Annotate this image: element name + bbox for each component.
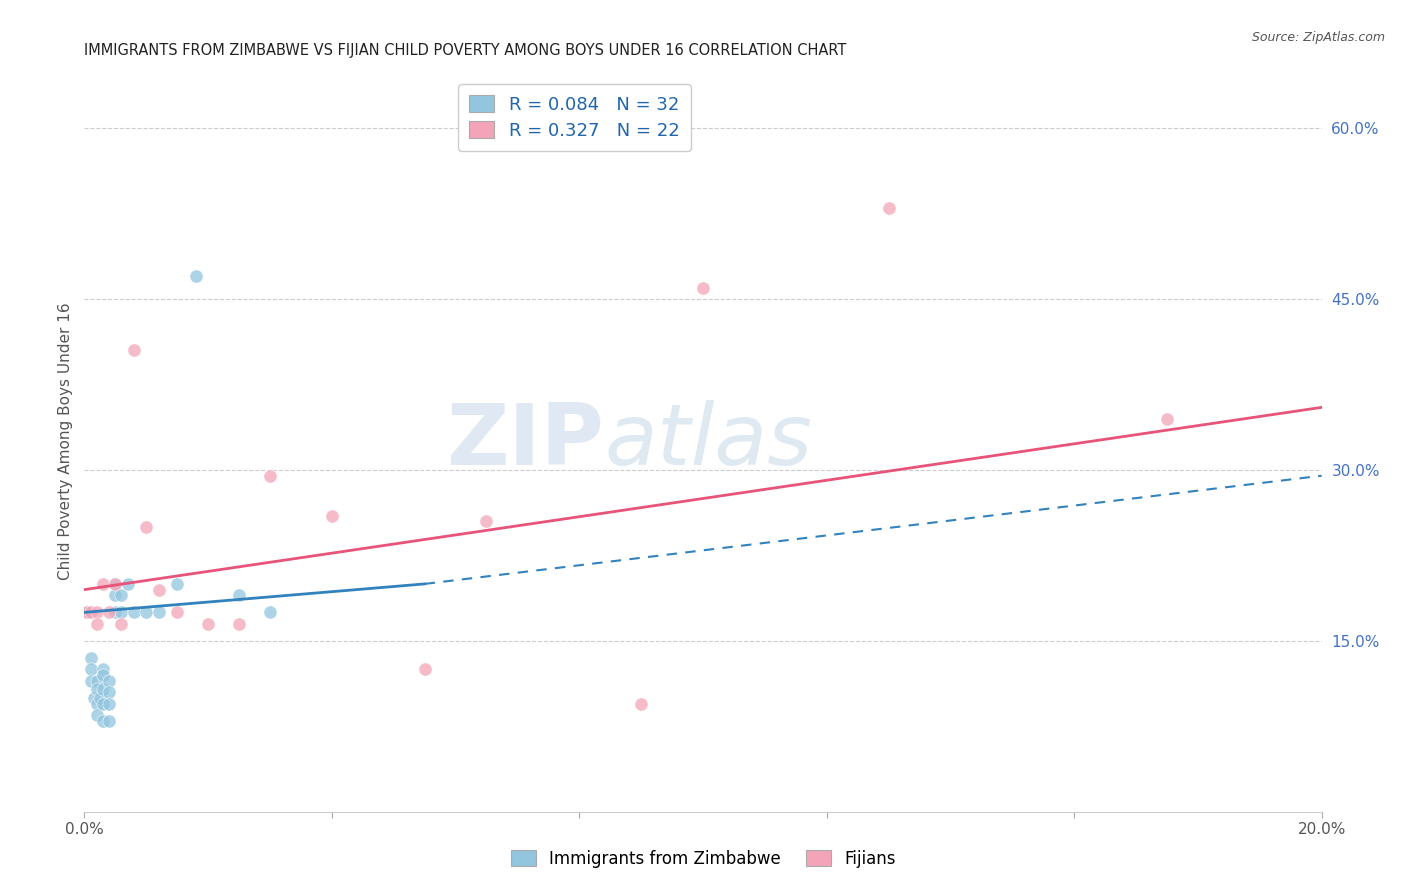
Point — [104, 588, 127, 602]
Point — [122, 606, 145, 620]
Point — [413, 662, 436, 676]
Point — [83, 690, 105, 705]
Point — [148, 606, 170, 620]
Point — [79, 673, 101, 688]
Point — [166, 577, 188, 591]
Point — [110, 606, 132, 620]
Point — [98, 714, 121, 728]
Point — [79, 651, 101, 665]
Point — [117, 577, 139, 591]
Point — [79, 662, 101, 676]
Point — [86, 673, 108, 688]
Text: IMMIGRANTS FROM ZIMBABWE VS FIJIAN CHILD POVERTY AMONG BOYS UNDER 16 CORRELATION: IMMIGRANTS FROM ZIMBABWE VS FIJIAN CHILD… — [84, 43, 846, 58]
Point — [475, 514, 498, 528]
Point — [89, 690, 111, 705]
Point — [91, 662, 114, 676]
Point — [86, 681, 108, 696]
Point — [197, 616, 219, 631]
Point — [91, 681, 114, 696]
Point — [259, 606, 281, 620]
Point — [104, 577, 127, 591]
Text: ZIP: ZIP — [446, 400, 605, 483]
Point — [184, 269, 207, 284]
Legend: Immigrants from Zimbabwe, Fijians: Immigrants from Zimbabwe, Fijians — [503, 844, 903, 875]
Point — [1156, 411, 1178, 425]
Point — [76, 606, 98, 620]
Point — [76, 606, 98, 620]
Point — [91, 577, 114, 591]
Point — [135, 606, 157, 620]
Point — [148, 582, 170, 597]
Point — [110, 588, 132, 602]
Point — [110, 616, 132, 631]
Point — [91, 668, 114, 682]
Point — [692, 281, 714, 295]
Text: Source: ZipAtlas.com: Source: ZipAtlas.com — [1251, 31, 1385, 45]
Point — [86, 606, 108, 620]
Point — [86, 697, 108, 711]
Point — [104, 577, 127, 591]
Point — [166, 606, 188, 620]
Point — [79, 606, 101, 620]
Point — [98, 606, 121, 620]
Point — [98, 673, 121, 688]
Point — [321, 508, 343, 523]
Point — [135, 520, 157, 534]
Point — [86, 616, 108, 631]
Point — [259, 468, 281, 483]
Point — [228, 616, 250, 631]
Point — [91, 697, 114, 711]
Point — [228, 588, 250, 602]
Point — [877, 201, 900, 215]
Point — [104, 606, 127, 620]
Point — [98, 697, 121, 711]
Y-axis label: Child Poverty Among Boys Under 16: Child Poverty Among Boys Under 16 — [58, 302, 73, 581]
Point — [91, 714, 114, 728]
Point — [630, 697, 652, 711]
Point — [86, 707, 108, 722]
Point — [98, 685, 121, 699]
Point — [122, 343, 145, 358]
Text: atlas: atlas — [605, 400, 813, 483]
Legend: R = 0.084   N = 32, R = 0.327   N = 22: R = 0.084 N = 32, R = 0.327 N = 22 — [458, 84, 690, 151]
